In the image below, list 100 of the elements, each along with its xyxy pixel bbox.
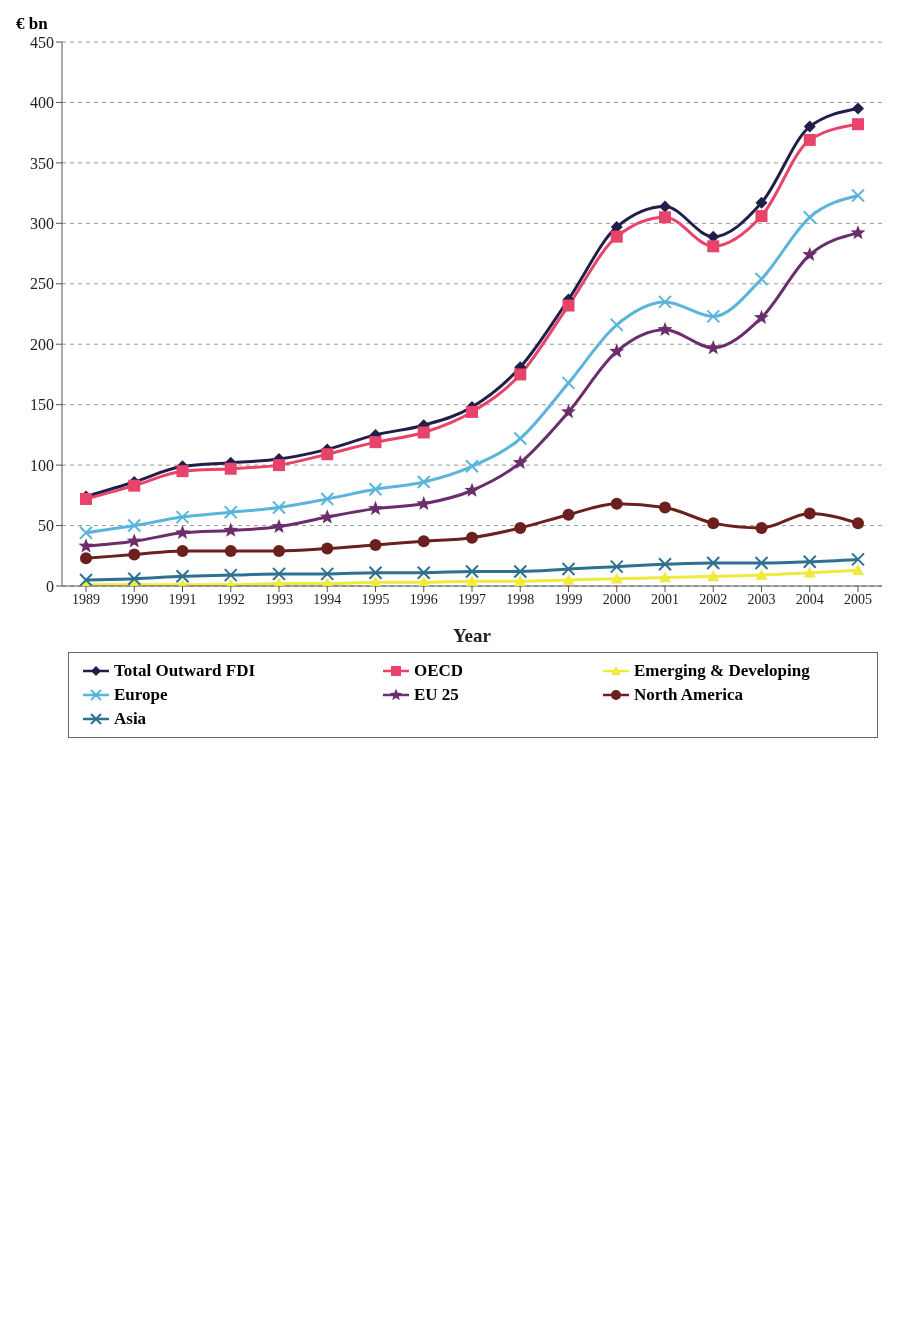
x-tick-label: 2002 [699,591,728,607]
point [851,552,865,567]
x-tick-label: 1991 [168,591,197,607]
x-tick-label: 2004 [795,591,824,607]
point [416,475,431,490]
point [610,572,623,584]
point [707,570,720,582]
point [465,564,479,579]
point [320,491,335,506]
point [175,510,190,525]
x-tick-label: 1993 [265,591,293,607]
point [802,246,818,262]
x-tick-label: 1992 [216,591,245,607]
x-tick-label: 2000 [602,591,631,607]
legend-label: Total Outward FDI [114,661,256,681]
point [271,518,287,534]
x-tick-label: 1994 [313,591,342,607]
point [369,538,382,551]
point [320,566,335,581]
point [561,375,576,390]
point [754,309,769,324]
x-tick-label: 2001 [651,591,679,607]
point [802,554,817,569]
point [755,196,768,209]
point [512,454,528,469]
point [850,225,866,240]
legend-label: OECD [414,661,464,681]
legend-label: Emerging & Developing [634,661,810,681]
point [126,533,142,548]
point [707,240,720,253]
point [417,426,430,439]
x-tick-label: 1995 [361,591,390,607]
point [658,557,672,572]
point [223,505,238,520]
point [514,521,527,534]
point [466,405,478,418]
y-tick-label: 150 [30,396,54,414]
point [803,566,816,578]
point [466,531,478,544]
point [658,294,672,309]
point [852,102,864,115]
point [273,544,285,557]
point [562,573,575,585]
point [514,368,527,381]
point [369,436,382,449]
point [223,568,238,583]
y-tick-label: 400 [30,94,54,112]
x-axis-title: Year [453,625,492,646]
legend-label: North America [634,685,744,705]
point [272,500,286,515]
x-tick-label: 2005 [844,591,872,607]
point [754,271,769,286]
point [755,210,768,223]
point [803,120,816,133]
y-tick-label: 50 [38,517,54,535]
point [514,575,527,586]
point [609,317,624,332]
point [416,565,431,580]
point [609,559,624,574]
y-tick-label: 300 [30,215,54,233]
point [127,518,142,533]
point [272,566,286,581]
point [368,500,383,515]
point [513,431,528,446]
point [223,522,239,537]
point [127,571,142,586]
point [176,465,189,478]
y-tick-label: 0 [46,577,54,595]
point [562,299,575,312]
point [561,562,576,577]
point [754,556,769,571]
point [803,507,816,520]
point [707,517,720,530]
x-tick-label: 2003 [747,591,776,607]
point [79,572,93,586]
x-tick-label: 1989 [72,591,100,607]
point [176,544,189,557]
point [369,576,382,586]
point [321,542,334,555]
point [175,525,190,540]
x-tick-label: 1999 [554,591,583,607]
point [321,448,334,461]
point [466,575,478,586]
point [175,569,190,584]
point [609,343,625,358]
point [80,552,92,565]
y-tick-label: 250 [30,275,54,293]
point [706,309,721,324]
point [465,459,479,474]
point [706,556,721,571]
x-tick-label: 1997 [458,591,486,607]
x-tick-label: 1996 [409,591,438,607]
point [368,482,383,497]
point [755,521,768,534]
point [513,564,528,579]
y-tick-label: 100 [30,456,54,474]
point [224,462,237,475]
y-axis-title: € bn [16,14,48,34]
point [659,200,671,213]
point [78,538,94,553]
